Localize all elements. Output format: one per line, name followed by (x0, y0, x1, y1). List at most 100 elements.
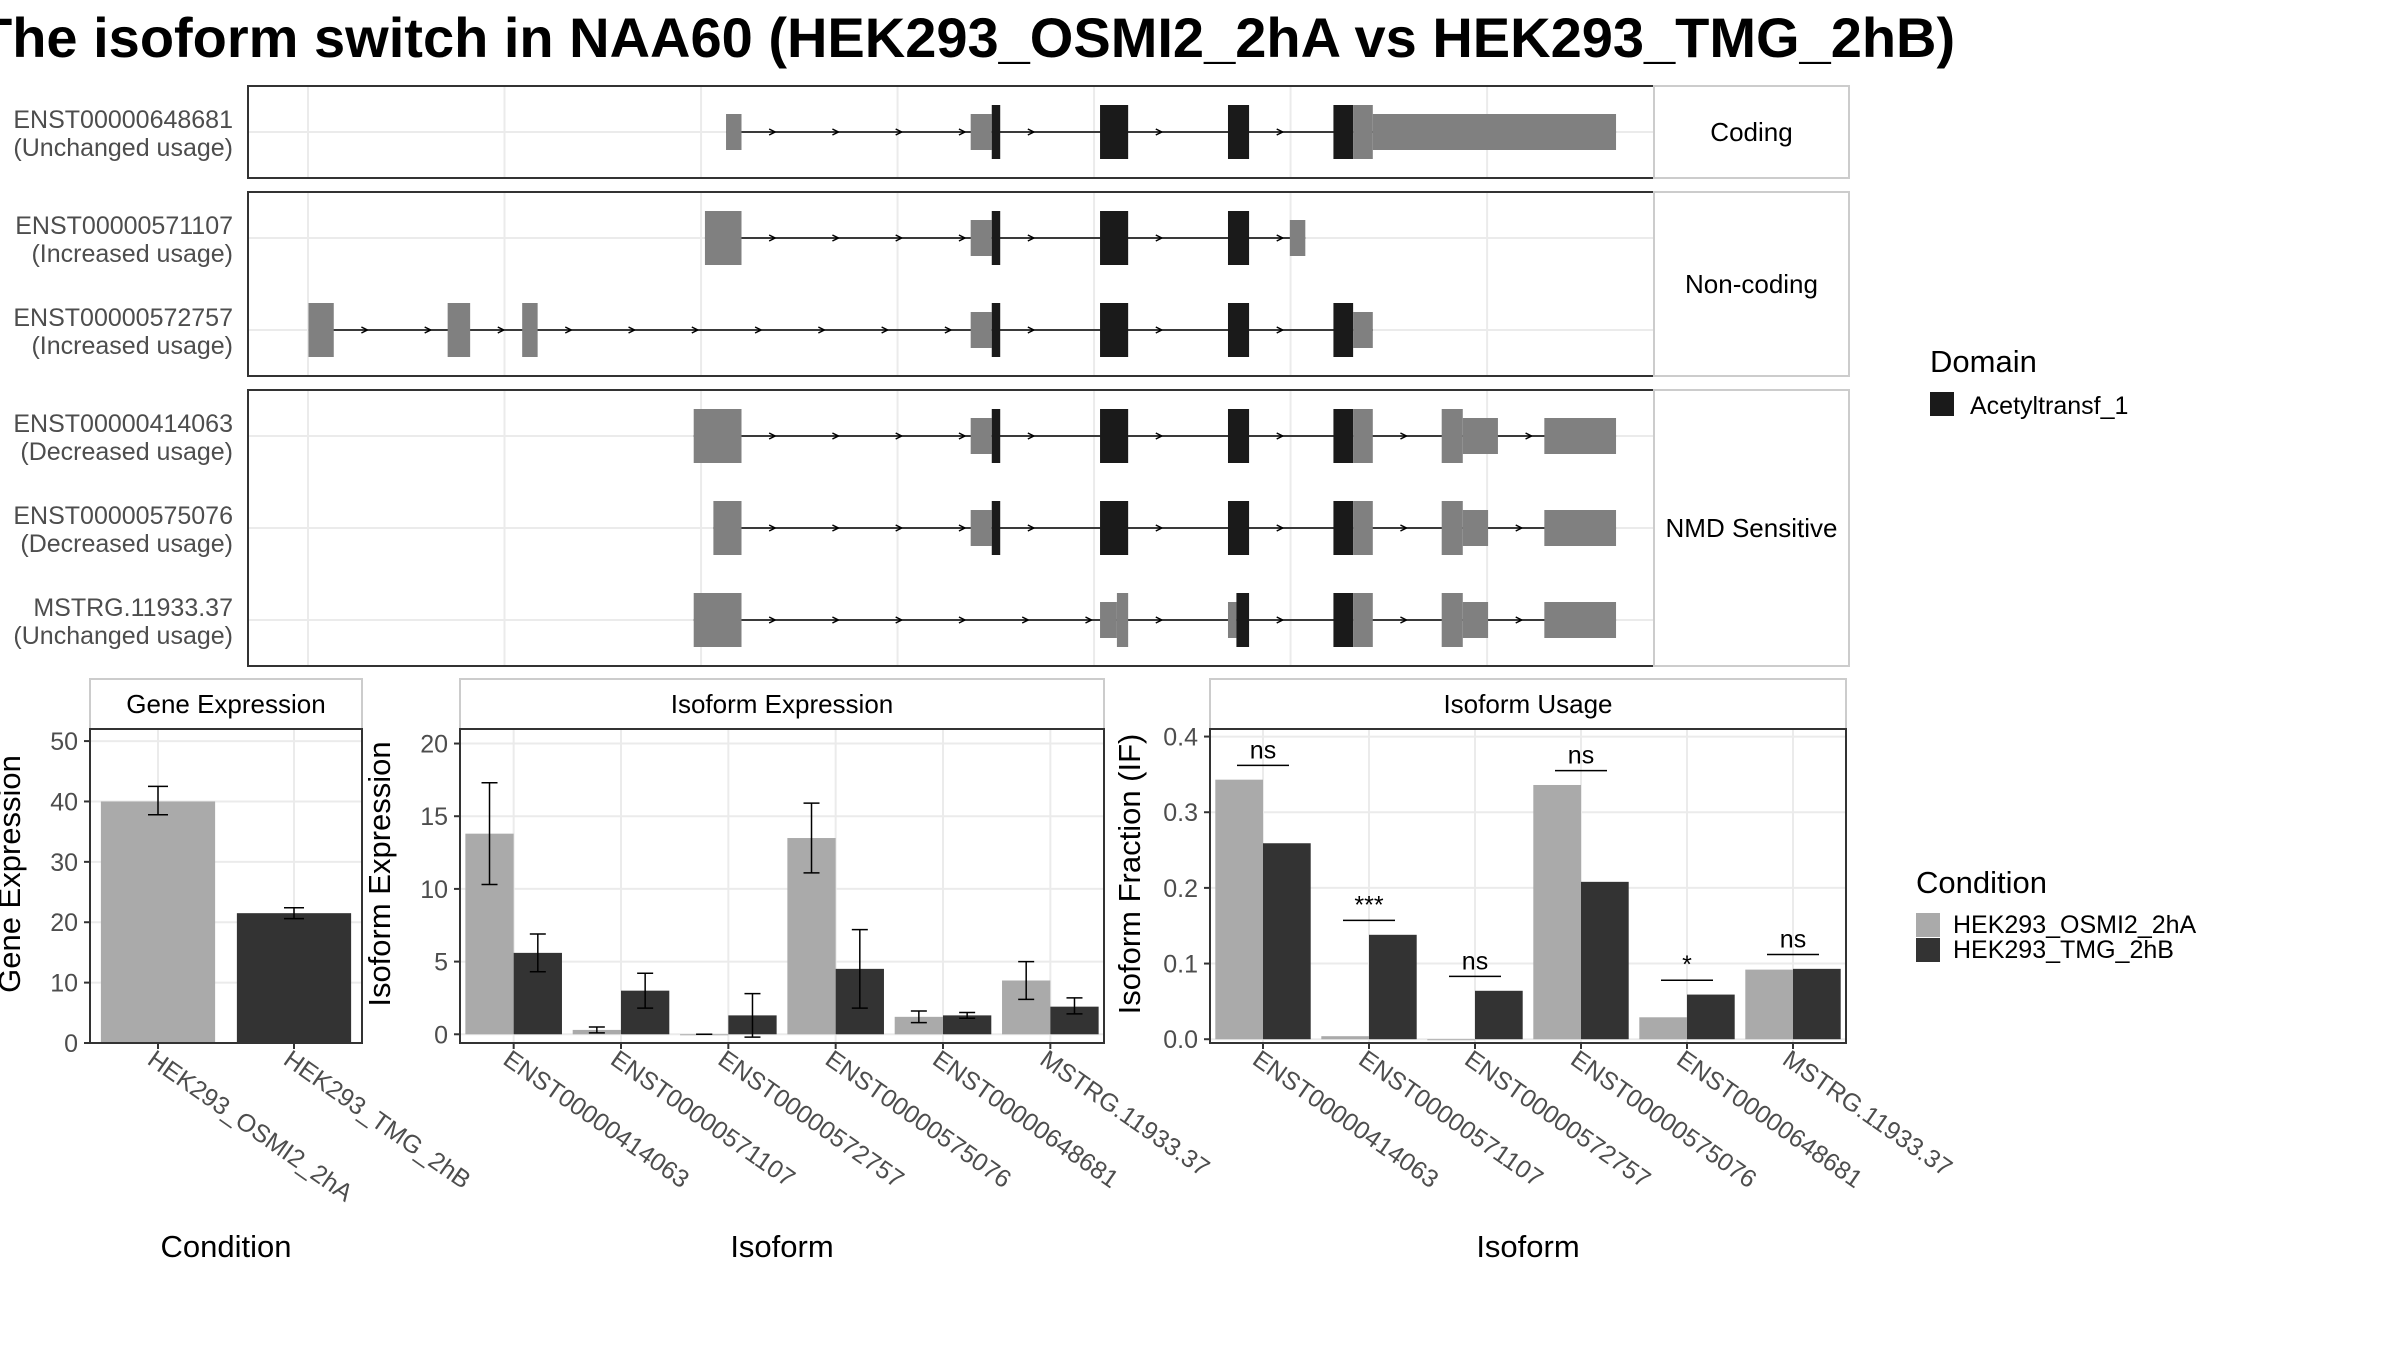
plot-panel-border (1209, 728, 1847, 1044)
intron-direction-arrow (768, 128, 777, 136)
coding-exon-block (1441, 593, 1463, 647)
domain-exon-block (1227, 303, 1250, 357)
figure-title: The isoform switch in NAA60 (HEK293_OSMI… (0, 6, 1955, 69)
y-tick-label: 15 (420, 803, 448, 831)
bar (1427, 1039, 1475, 1041)
utr-exon-block (1544, 602, 1617, 638)
chart-title: Gene Expression (126, 689, 325, 719)
utr-exon-block (1289, 220, 1306, 256)
intron-direction-arrow (1027, 432, 1036, 440)
legend-label: HEK293_OSMI2_2hA (1953, 911, 2197, 939)
transcript-id-label: ENST00000648681 (13, 106, 233, 134)
transcript-usage-label: (Unchanged usage) (13, 622, 233, 650)
transcript-id-label: ENST00000572757 (13, 304, 233, 332)
coding-exon-block (1116, 593, 1129, 647)
transcript-usage-label: (Increased usage) (31, 240, 233, 268)
domain-exon-block (1100, 501, 1129, 555)
intron-direction-arrow (895, 616, 904, 624)
transcript-usage-label: (Decreased usage) (20, 530, 233, 558)
utr-exon-block (726, 114, 742, 150)
intron-direction-arrow (691, 326, 700, 334)
intron-direction-arrow (1276, 524, 1285, 532)
utr-exon-block (1462, 418, 1498, 454)
bar (1687, 994, 1735, 1040)
significance-label: ns (1250, 736, 1276, 764)
intron-direction-arrow (881, 326, 890, 334)
x-tick-label: ENST00000572757 (1460, 1045, 1656, 1194)
coding-exon-block (1353, 501, 1373, 555)
bar (1533, 784, 1581, 1040)
intron-direction-arrow (1276, 432, 1285, 440)
intron-direction-arrow (1400, 616, 1409, 624)
legend-label: HEK293_TMG_2hB (1953, 936, 2174, 964)
bar (894, 1016, 943, 1035)
intron-direction-arrow (768, 432, 777, 440)
intron-direction-arrow (1155, 524, 1164, 532)
coding-exon-block (704, 211, 742, 265)
intron-direction-arrow (1155, 432, 1164, 440)
intron-direction-arrow (1515, 524, 1524, 532)
coding-exon-block (693, 409, 742, 463)
utr-exon-block (1227, 602, 1237, 638)
y-tick-label: 0.4 (1163, 724, 1198, 752)
y-tick-label: 0.3 (1163, 799, 1198, 827)
domain-exon-block (991, 501, 1001, 555)
transcript-ENST00000648681: ENST00000648681(Unchanged usage) (13, 105, 1617, 162)
y-tick-label: 10 (50, 970, 78, 998)
y-tick-label: 0 (434, 1021, 448, 1049)
significance-label: *** (1354, 891, 1383, 919)
facet-strip (1653, 85, 1850, 179)
utr-exon-block (1544, 418, 1617, 454)
domain-exon-block (1236, 593, 1250, 647)
coding-exon-block (1353, 409, 1373, 463)
y-tick-label: 30 (50, 849, 78, 877)
utr-exon-block (1100, 602, 1117, 638)
intron-direction-arrow (958, 524, 967, 532)
chart-gene-expression: Gene Expression01020304050HEK293_OSMI2_2… (0, 678, 476, 1264)
intron-direction-arrow (895, 432, 904, 440)
x-axis-title: Isoform (730, 1229, 833, 1264)
x-tick-label: ENST00000575076 (1566, 1045, 1762, 1194)
intron-direction-arrow (1027, 128, 1036, 136)
bar (1745, 969, 1793, 1040)
y-tick-label: 20 (50, 909, 78, 937)
bar (1581, 881, 1629, 1040)
utr-exon-block (970, 114, 992, 150)
intron-direction-arrow (1525, 432, 1534, 440)
facet-strip (89, 678, 363, 730)
intron-direction-arrow (564, 326, 573, 334)
intron-direction-arrow (832, 616, 841, 624)
intron-direction-arrow (768, 524, 777, 532)
x-tick-label: ENST00000572757 (713, 1045, 909, 1194)
x-axis-title: Isoform (1476, 1229, 1579, 1264)
transcript-ENST00000571107: ENST00000571107(Increased usage) (15, 211, 1306, 268)
intron-direction-arrow (1155, 234, 1164, 242)
intron-direction-arrow (958, 432, 967, 440)
y-tick-label: 10 (420, 876, 448, 904)
bar (236, 913, 352, 1043)
utr-exon-block (970, 312, 992, 348)
x-tick-label: MSTRG.11933.37 (1778, 1045, 1958, 1182)
coding-exon-block (1441, 501, 1463, 555)
domain-exon-block (1333, 593, 1354, 647)
transcript-usage-label: (Decreased usage) (20, 438, 233, 466)
transcript-usage-label: (Increased usage) (31, 332, 233, 360)
significance-label: ns (1462, 947, 1488, 975)
transcript-usage-label: (Unchanged usage) (13, 134, 233, 162)
legend-swatch (1930, 392, 1954, 416)
domain-exon-block (1227, 409, 1250, 463)
expression-charts: Gene Expression01020304050HEK293_OSMI2_2… (0, 678, 1958, 1264)
y-tick-label: 0.0 (1163, 1026, 1198, 1054)
domain-exon-block (1333, 105, 1354, 159)
intron-direction-arrow (1021, 616, 1030, 624)
x-tick-label: ENST00000571107 (1354, 1045, 1548, 1193)
domain-legend: Domain Acetyltransf_1 (1930, 344, 2128, 420)
intron-direction-arrow (1276, 326, 1285, 334)
utr-exon-block (970, 510, 992, 546)
intron-direction-arrow (958, 128, 967, 136)
intron-direction-arrow (1155, 616, 1164, 624)
coding-exon-block (308, 303, 334, 357)
bar (1793, 968, 1841, 1040)
